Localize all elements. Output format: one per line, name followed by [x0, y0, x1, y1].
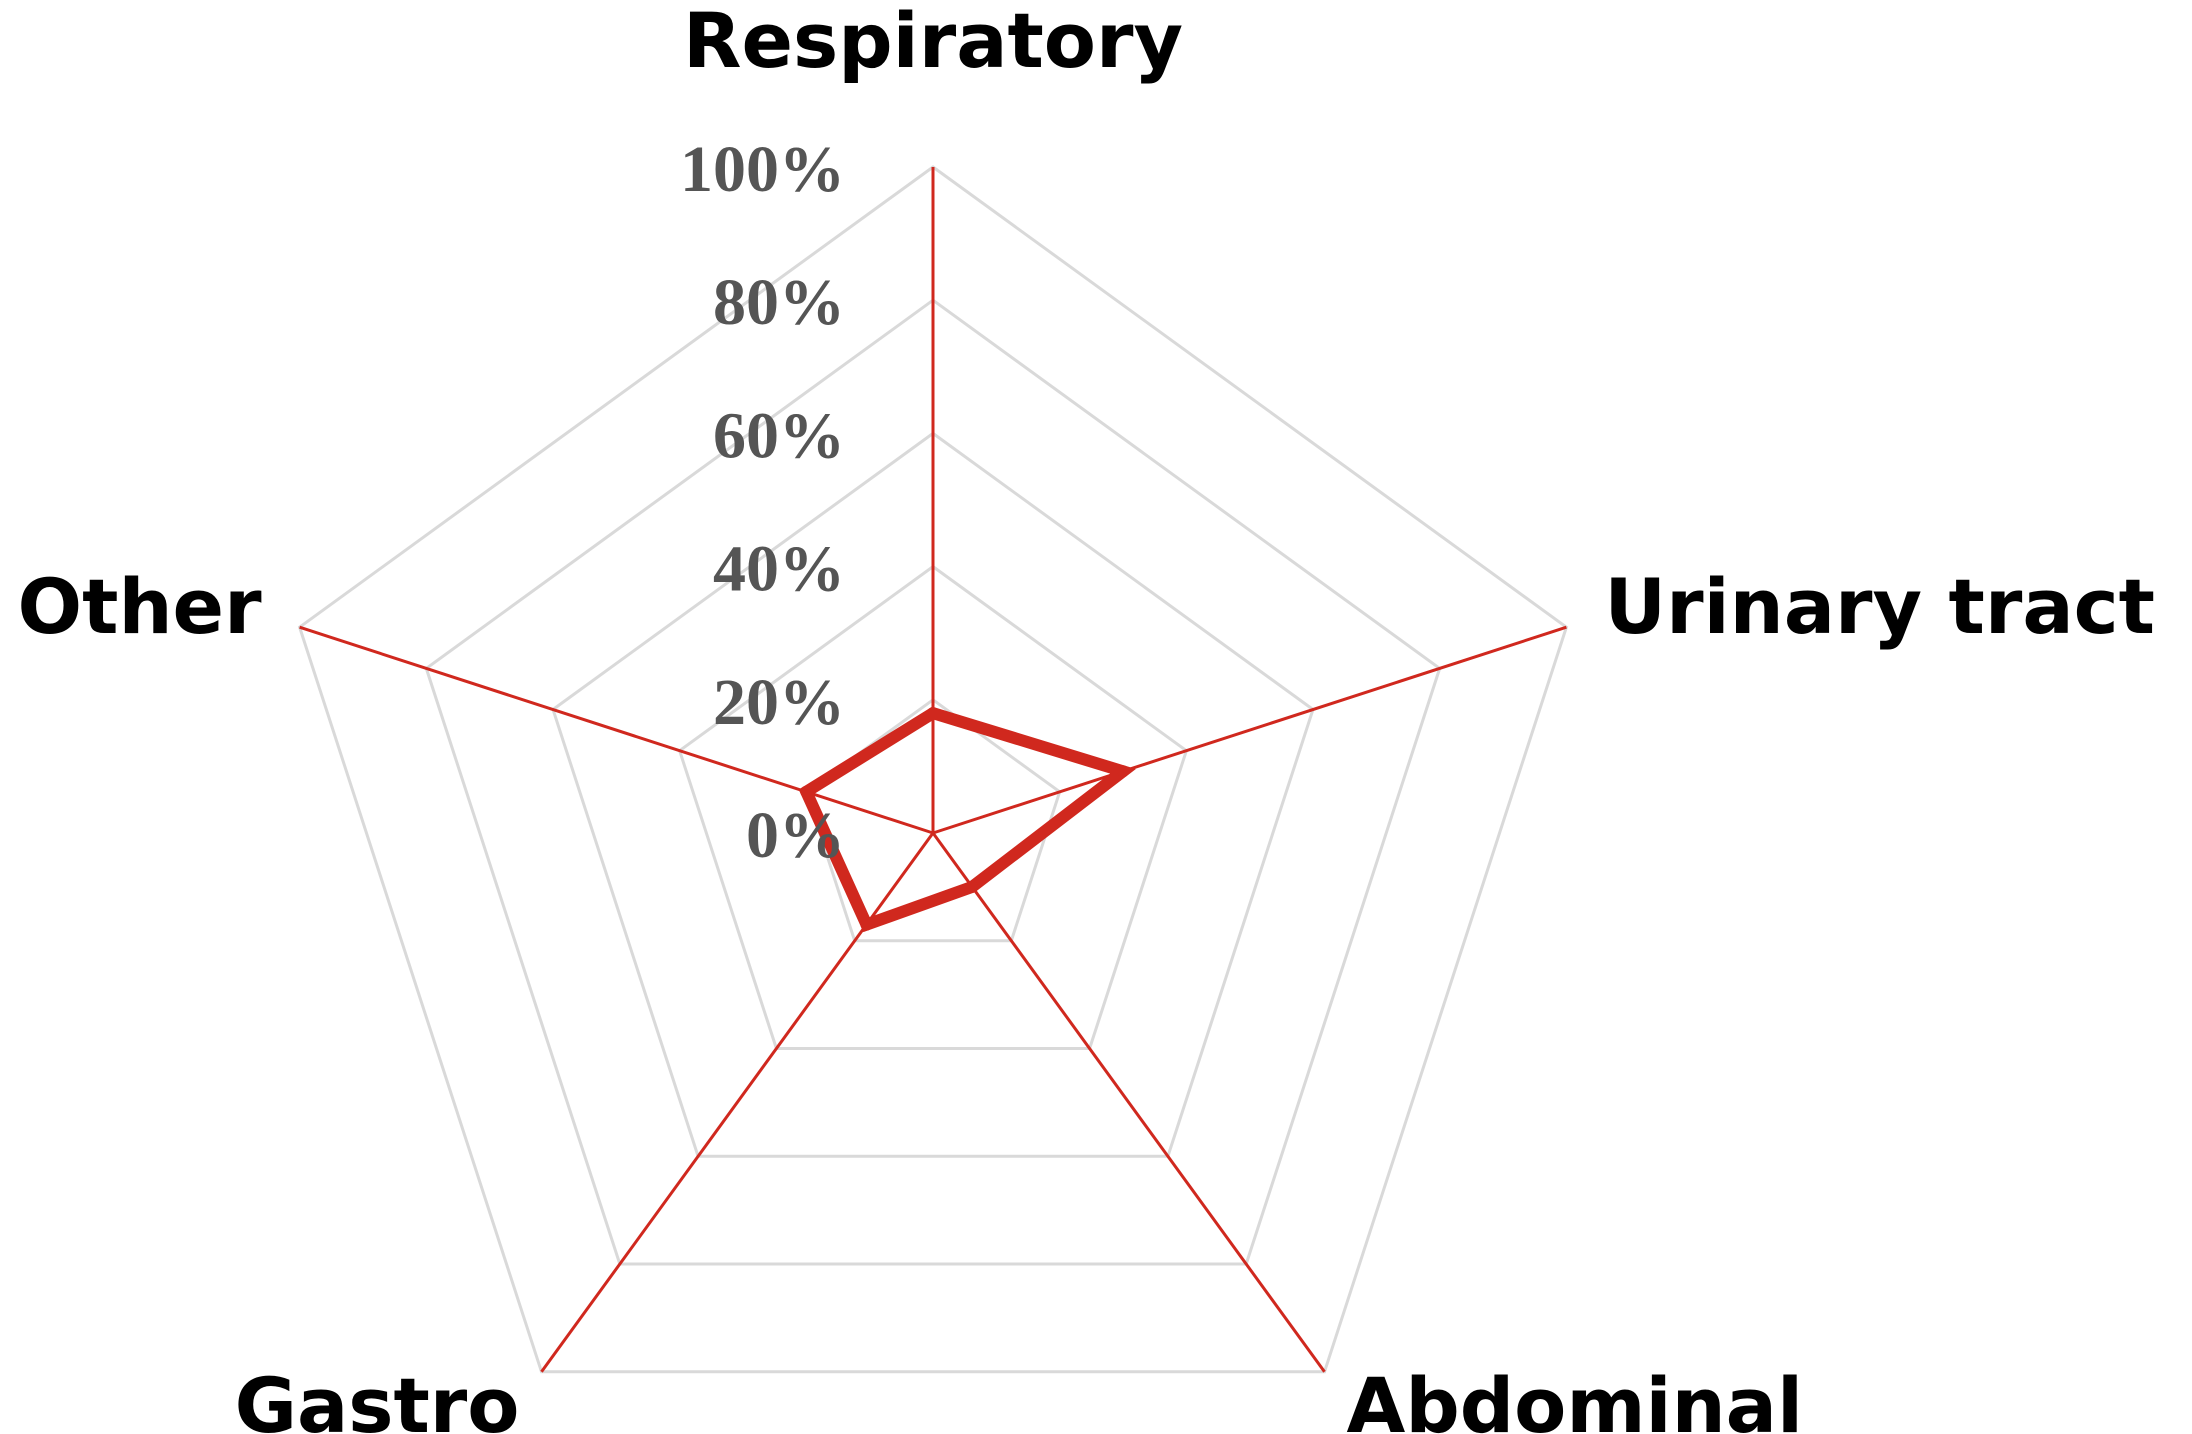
category-label-respiratory: Respiratory — [683, 0, 1183, 85]
tick-label-60: 60% — [713, 399, 845, 472]
series-layer — [798, 706, 1136, 933]
data-point-abdominal — [966, 880, 979, 893]
grid-rings — [297, 165, 1569, 1374]
grid-ring-80 — [424, 298, 1442, 1266]
data-point-respiratory — [927, 707, 939, 720]
tick-label-100: 100% — [680, 133, 845, 206]
data-point-other — [800, 785, 813, 798]
tick-label-20: 20% — [713, 666, 845, 739]
spoke-urinary-tract — [932, 625, 1567, 835]
category-label-abdominal: Abdominal — [1347, 1361, 1804, 1434]
grid-ring-60 — [551, 431, 1315, 1158]
axis-spokes — [299, 167, 1567, 1373]
spoke-other — [299, 625, 934, 835]
tick-label-80: 80% — [713, 266, 845, 339]
series-line — [798, 706, 1136, 933]
spoke-abdominal — [931, 832, 1326, 1373]
data-point-gastro — [860, 918, 873, 931]
data-point-urinary-tract — [1117, 765, 1129, 778]
category-label-urinary-tract: Urinary tract — [1604, 562, 2155, 651]
spoke-gastro — [540, 832, 935, 1373]
category-label-other: Other — [18, 562, 263, 651]
tick-label-0: 0% — [746, 799, 845, 872]
grid-ring-100 — [297, 165, 1569, 1374]
grid-ring-40 — [677, 564, 1189, 1050]
category-label-gastro: Gastro — [235, 1361, 520, 1434]
category-labels: Respiratory Urinary tract Abdominal Gast… — [18, 0, 2155, 1434]
radial-tick-labels: 0% 20% 40% 60% 80% 100% — [680, 133, 845, 872]
tick-label-40: 40% — [713, 533, 845, 606]
